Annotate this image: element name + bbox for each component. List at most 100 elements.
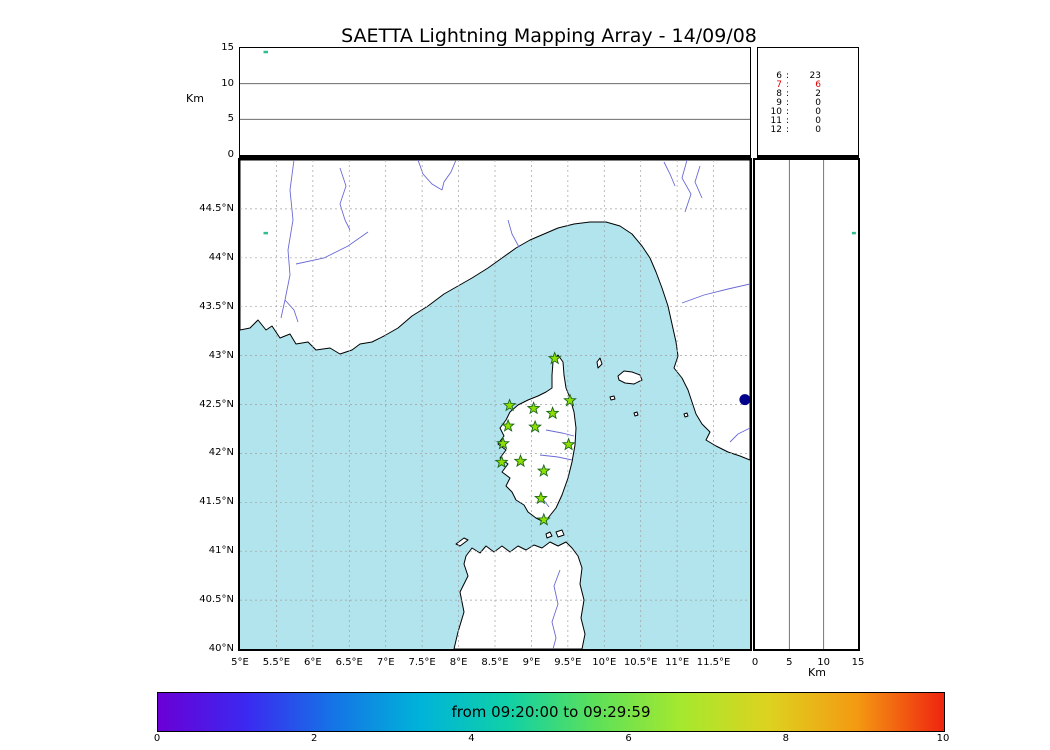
station-count-value: 0	[815, 125, 821, 135]
map-stations	[494, 351, 577, 526]
station-count-n: 6	[776, 71, 782, 81]
station-count-row: 11: 0	[768, 117, 858, 126]
lon-tick-label: 11.5°E	[696, 657, 731, 668]
lon-tick-label: 11°E	[665, 657, 690, 668]
station-marker	[501, 418, 516, 432]
station-marker	[563, 393, 577, 407]
station-marker	[502, 398, 517, 412]
station-count-n: 8	[776, 89, 782, 99]
lat-tick-label: 41°N	[208, 545, 234, 557]
station-count-value: 0	[815, 98, 821, 108]
station-count-n: 12	[770, 125, 782, 135]
lightning-source-mark	[263, 231, 268, 235]
station-count-colon: :	[785, 116, 790, 126]
lon-tick-label: 6.5°E	[335, 657, 363, 668]
station-marker	[496, 436, 510, 450]
lon-tick-label: 8.5°E	[481, 657, 509, 668]
colorbar-tick-label: 10	[936, 733, 950, 744]
station-marker	[528, 419, 543, 433]
coastline-mainland	[240, 160, 750, 461]
lon-tick-label: 5°E	[231, 657, 249, 668]
altitude-vs-longitude-panel	[239, 47, 751, 158]
altitude-latitude-plot	[788, 160, 856, 649]
right-km-tick-label: 10	[817, 657, 831, 668]
lat-tick-label: 44.5°N	[199, 202, 234, 214]
lon-tick-label: 6°E	[304, 657, 322, 668]
station-count-colon: :	[785, 98, 790, 108]
station-count-value: 0	[815, 107, 821, 117]
top-km-tick-label: 0	[227, 149, 234, 160]
lat-tick-label: 43.5°N	[199, 300, 234, 312]
station-count-value: 23	[809, 71, 821, 81]
lightning-source-mark	[263, 50, 268, 54]
station-count-n: 9	[776, 98, 782, 108]
station-count-row: 10: 0	[768, 108, 858, 117]
colorbar-label: from 09:20:00 to 09:29:59	[451, 703, 651, 721]
station-count-n: 7	[776, 80, 782, 90]
station-count-row: 6: 23	[768, 72, 858, 81]
lon-tick-label: 8°E	[449, 657, 468, 668]
lon-tick-label: 7°E	[376, 657, 395, 668]
right-km-tick-label: 15	[851, 657, 865, 668]
colorbar-tick-label: 0	[153, 733, 161, 744]
coastline-sardinia	[453, 541, 586, 649]
station-count-value: 6	[815, 80, 821, 90]
station-count-row: 7: 6	[768, 81, 858, 90]
top-km-tick-label: 10	[221, 77, 234, 89]
station-count-value: 2	[815, 89, 821, 99]
lat-tick-label: 40°N	[208, 643, 234, 654]
colorbar-tick-label: 2	[311, 733, 318, 744]
station-marker	[561, 437, 576, 451]
right-km-tick-label: 0	[751, 657, 759, 668]
station-marker	[526, 401, 541, 415]
colorbar-tick-label: 4	[468, 733, 475, 744]
altitude-longitude-plot	[240, 50, 750, 120]
time-colorbar: from 09:20:00 to 09:29:59	[157, 692, 945, 732]
station-count-panel: 6:23 7:6 8:2 9:0 10:0 11:0 12:0	[757, 47, 859, 158]
station-count-colon: :	[785, 89, 790, 99]
lon-tick-label: 9.5°E	[554, 657, 582, 668]
colorbar-tick-label: 6	[625, 733, 632, 744]
station-count-value: 0	[815, 116, 821, 126]
station-marker	[547, 351, 562, 365]
lon-tick-label: 5.5°E	[262, 657, 291, 668]
station-count-n: 11	[770, 116, 782, 126]
lightning-source-mark	[851, 231, 856, 235]
map	[240, 160, 750, 649]
station-count-row: 12: 0	[768, 126, 858, 135]
lat-tick-label: 40.5°N	[199, 594, 234, 606]
map-events	[263, 231, 750, 406]
station-count-table: 6:23 7:6 8:2 9:0 10:0 11:0 12:0	[758, 48, 858, 135]
right-km-tick-label: 5	[786, 657, 793, 668]
top-axis-km-label: Km	[186, 92, 204, 105]
figure-title: SAETTA Lightning Mapping Array - 14/09/0…	[341, 25, 757, 47]
lightning-source-dot	[739, 394, 750, 406]
station-count-n: 10	[770, 107, 782, 117]
station-count-colon: :	[785, 71, 790, 81]
top-km-tick-label: 5	[227, 113, 234, 125]
lat-tick-label: 42.5°N	[199, 398, 234, 410]
map-panel	[238, 158, 752, 651]
station-count-colon: :	[785, 125, 790, 135]
station-marker	[513, 453, 528, 468]
coastline-small-islands	[455, 357, 689, 547]
station-marker	[533, 491, 548, 505]
top-km-tick-label: 15	[221, 42, 234, 53]
lon-tick-label: 7.5°E	[408, 657, 436, 668]
altitude-vs-latitude-panel	[753, 158, 860, 651]
map-grid	[240, 160, 750, 649]
station-marker	[545, 406, 560, 420]
lat-tick-label: 43°N	[208, 349, 234, 361]
station-count-row: 8: 2	[768, 90, 858, 99]
lon-tick-label: 9°E	[522, 657, 541, 668]
station-count-colon: :	[785, 80, 790, 90]
station-marker	[536, 512, 551, 526]
lat-tick-label: 42°N	[208, 447, 234, 459]
station-marker	[494, 454, 509, 469]
lon-tick-label: 10°E	[592, 657, 617, 668]
right-axis-km-label: Km	[808, 666, 826, 679]
lon-tick-label: 10.5°E	[623, 657, 658, 668]
station-count-row: 9: 0	[768, 99, 858, 108]
station-count-colon: :	[785, 107, 790, 117]
